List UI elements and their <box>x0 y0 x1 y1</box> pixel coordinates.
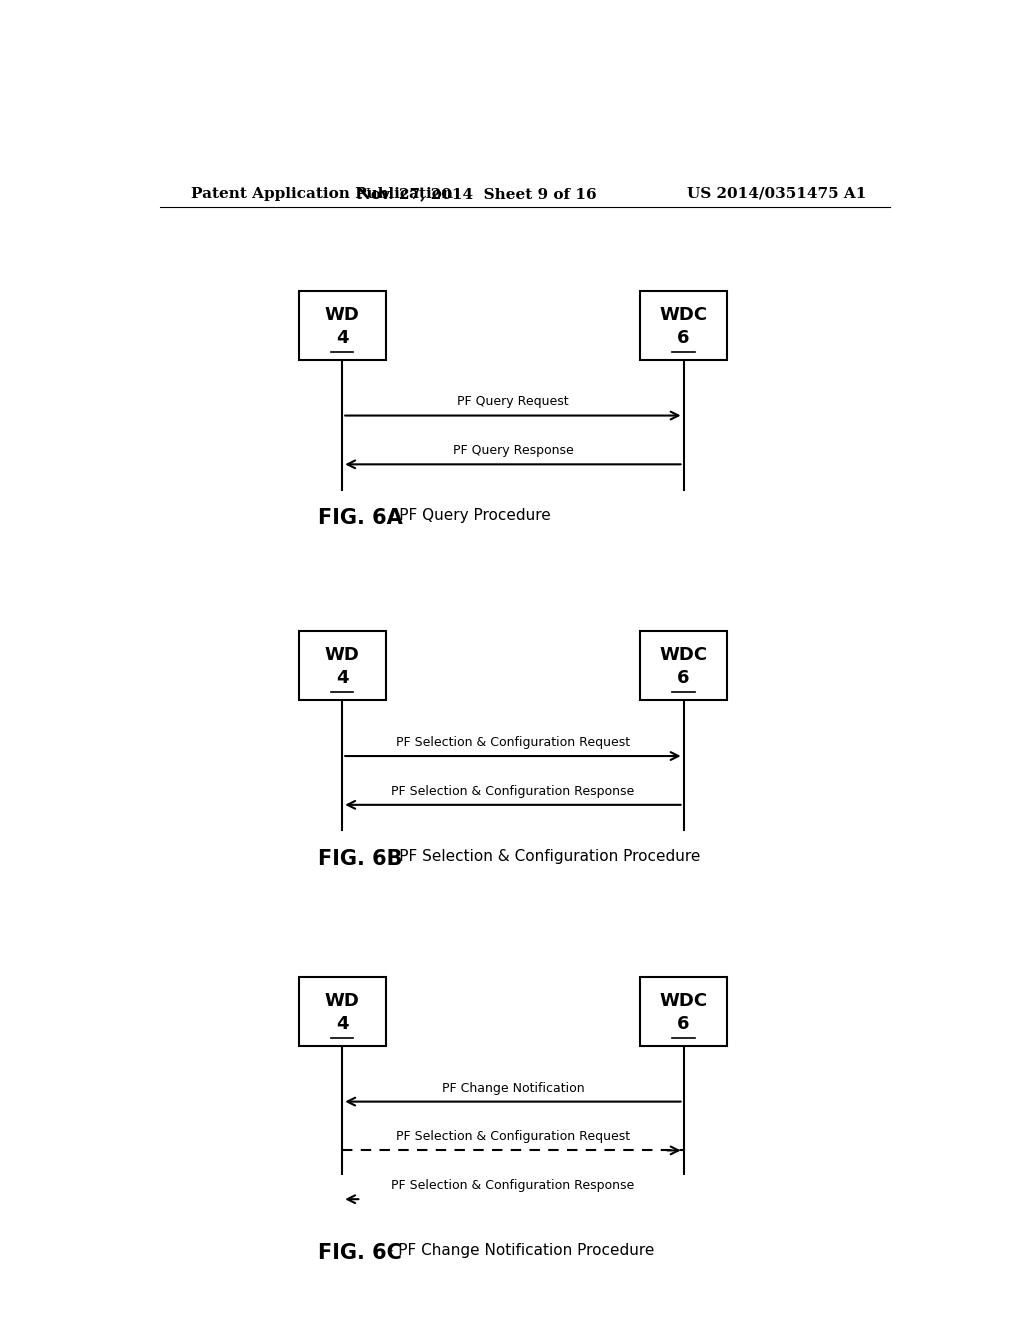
Text: WDC: WDC <box>659 991 708 1010</box>
Text: 4: 4 <box>336 1015 348 1032</box>
Text: WD: WD <box>325 991 359 1010</box>
Text: PF Selection & Configuration Response: PF Selection & Configuration Response <box>391 1179 635 1192</box>
Text: WD: WD <box>325 306 359 323</box>
Text: WDC: WDC <box>659 306 708 323</box>
Text: Patent Application Publication: Patent Application Publication <box>191 187 454 201</box>
Text: FIG. 6C: FIG. 6C <box>318 1243 402 1263</box>
Text: US 2014/0351475 A1: US 2014/0351475 A1 <box>687 187 866 201</box>
Text: - PF Change Notification Procedure: - PF Change Notification Procedure <box>383 1243 654 1258</box>
Text: FIG. 6A: FIG. 6A <box>318 508 403 528</box>
Bar <box>640 290 727 359</box>
Text: PF Selection & Configuration Response: PF Selection & Configuration Response <box>391 784 635 797</box>
Text: WD: WD <box>325 647 359 664</box>
Text: FIG. 6B: FIG. 6B <box>318 849 403 869</box>
Bar <box>299 631 386 700</box>
Bar <box>299 977 386 1045</box>
Text: PF Query Request: PF Query Request <box>457 396 568 408</box>
Text: 6: 6 <box>677 1015 690 1032</box>
Text: Nov. 27, 2014  Sheet 9 of 16: Nov. 27, 2014 Sheet 9 of 16 <box>357 187 597 201</box>
Bar <box>299 290 386 359</box>
Text: 4: 4 <box>336 329 348 347</box>
Text: PF Selection & Configuration Request: PF Selection & Configuration Request <box>396 1130 630 1143</box>
Text: WDC: WDC <box>659 647 708 664</box>
Text: PF Selection & Configuration Request: PF Selection & Configuration Request <box>396 737 630 748</box>
Text: 6: 6 <box>677 669 690 686</box>
Text: PF Change Notification: PF Change Notification <box>441 1081 585 1094</box>
Text: 4: 4 <box>336 669 348 686</box>
Text: 6: 6 <box>677 329 690 347</box>
Text: PF Query Response: PF Query Response <box>453 445 573 457</box>
Bar <box>640 631 727 700</box>
Bar <box>640 977 727 1045</box>
Text: - PF Selection & Configuration Procedure: - PF Selection & Configuration Procedure <box>384 849 700 863</box>
Text: - PF Query Procedure: - PF Query Procedure <box>384 508 551 523</box>
